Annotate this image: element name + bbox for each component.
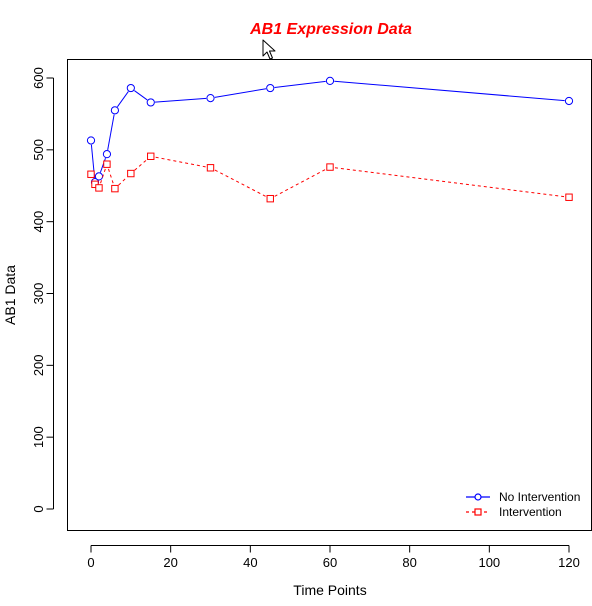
series-line-segment xyxy=(274,80,326,89)
series-0 xyxy=(86,76,574,187)
y-axis: 0 100 200 300 400 500 600 xyxy=(31,67,54,513)
data-point xyxy=(87,170,95,178)
data-point xyxy=(94,172,104,181)
x-tick-label: 0 xyxy=(87,555,94,570)
x-tick-label: 60 xyxy=(323,555,337,570)
series-line-segment xyxy=(107,114,115,151)
series-line-segment xyxy=(334,167,565,198)
y-axis-title: AB1 Data xyxy=(2,265,18,325)
data-point xyxy=(266,194,274,203)
y-tick-label: 0 xyxy=(31,505,46,512)
y-tick-label: 600 xyxy=(31,67,46,89)
x-axis: 0 20 40 60 80 100 120 xyxy=(87,545,580,570)
plot-frame xyxy=(67,59,592,531)
data-point xyxy=(86,136,96,145)
data-point xyxy=(110,106,120,115)
series-line-segment xyxy=(334,80,565,102)
series-1 xyxy=(87,152,573,203)
series-line-segment xyxy=(274,168,326,197)
series-line-segment xyxy=(116,91,129,108)
data-point xyxy=(564,96,574,106)
legend-label: No Intervention xyxy=(499,490,580,504)
data-point xyxy=(102,150,112,159)
x-tick-label: 100 xyxy=(478,555,500,570)
legend-item: Intervention xyxy=(466,505,562,519)
x-axis-title: Time Points xyxy=(293,582,366,598)
series-line-segment xyxy=(108,168,114,185)
series-line-segment xyxy=(155,97,207,103)
data-point xyxy=(103,160,111,168)
y-tick-label: 200 xyxy=(31,354,46,376)
arrow-cursor-icon xyxy=(262,39,276,60)
series-layer xyxy=(86,76,574,203)
series-line-segment xyxy=(118,176,128,186)
series-line-segment xyxy=(214,169,267,197)
x-tick-label: 40 xyxy=(243,555,257,570)
x-tick-label: 20 xyxy=(163,555,177,570)
data-point xyxy=(111,184,119,193)
data-point xyxy=(266,83,275,93)
y-tick-label: 500 xyxy=(31,139,46,161)
data-point xyxy=(147,152,155,160)
y-tick-label: 100 xyxy=(31,426,46,448)
series-line-segment xyxy=(155,156,206,168)
legend-marker xyxy=(474,508,482,516)
legend-label: Intervention xyxy=(499,505,562,519)
y-tick-label: 300 xyxy=(31,283,46,305)
data-point xyxy=(95,184,103,192)
series-line-segment xyxy=(134,90,148,101)
series-line-segment xyxy=(100,168,106,184)
data-point xyxy=(206,94,215,103)
data-point xyxy=(325,76,335,85)
data-point xyxy=(206,164,215,172)
data-point xyxy=(326,163,334,171)
series-line-segment xyxy=(134,159,148,171)
data-point xyxy=(127,169,135,178)
x-tick-label: 120 xyxy=(558,555,580,570)
x-tick-label: 80 xyxy=(402,555,416,570)
legend-item: No Intervention xyxy=(466,490,580,504)
series-line-segment xyxy=(214,88,267,98)
legend-marker xyxy=(474,493,482,501)
chart-title: AB1 Expression Data xyxy=(249,21,412,38)
data-point xyxy=(565,193,573,201)
data-point xyxy=(126,83,135,93)
data-point xyxy=(146,98,155,107)
y-tick-label: 400 xyxy=(31,211,46,233)
